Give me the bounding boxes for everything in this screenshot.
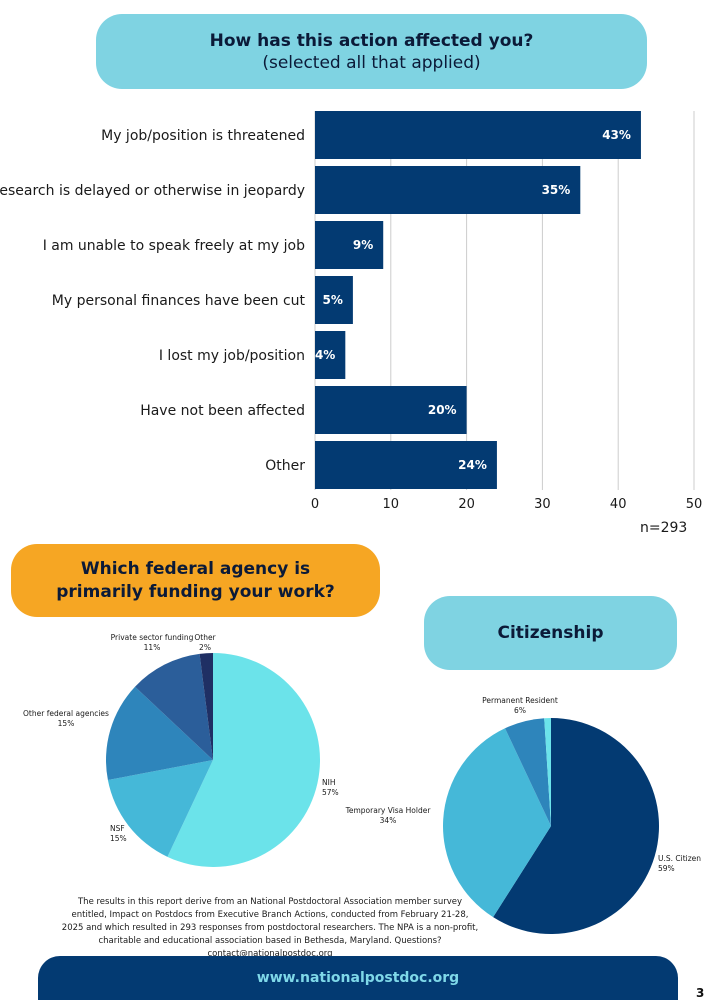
footer-url-link[interactable]: www.nationalpostdoc.org xyxy=(256,970,460,986)
category-label-0: My job/position is threatened xyxy=(101,128,305,144)
x-tick-label-30: 30 xyxy=(534,497,551,512)
citizenship-pie-slice-2 xyxy=(505,718,551,826)
data-label-5: 20% xyxy=(428,403,457,417)
funding-pie-slice-name-2: Other federal agencies xyxy=(23,709,109,718)
footer-email-link[interactable]: contact@nationalpostdoc.org xyxy=(207,949,333,959)
data-label-2: 9% xyxy=(353,238,373,252)
funding-pie-slice-value-1: 15% xyxy=(110,834,127,843)
bar-0 xyxy=(315,111,641,159)
citizenship-pie-slice-value-2: 6% xyxy=(514,706,526,715)
footer-note-text: The results in this report derive from a… xyxy=(61,897,479,946)
data-label-4: 4% xyxy=(315,348,335,362)
sample-size-label: n=293 xyxy=(640,520,688,536)
citizenship-pie-slice-name-1: Temporary Visa Holder xyxy=(345,806,432,815)
footer-survey-note: The results in this report derive from a… xyxy=(60,896,480,961)
bar-6 xyxy=(315,441,497,489)
funding-pie-slice-3 xyxy=(135,653,213,760)
bar-2 xyxy=(315,221,384,269)
page-number: 3 xyxy=(696,986,705,1000)
citizenship-pie-slice-3 xyxy=(544,718,551,826)
category-label-2: I am unable to speak freely at my job xyxy=(43,238,305,254)
funding-pie-slice-2 xyxy=(106,686,213,781)
funding-pie-slice-1 xyxy=(107,760,213,857)
bar-5 xyxy=(315,386,467,434)
funding-pie-slice-name-1: NSF xyxy=(110,824,125,833)
citizenship-pie-slice-name-2: Permanent Resident xyxy=(482,696,558,705)
funding-pie-slice-name-0: NIH xyxy=(322,778,335,787)
funding-pie-slice-value-3: 11% xyxy=(144,643,161,652)
title-funding-agency: Which federal agency is primarily fundin… xyxy=(11,544,380,617)
bar-4 xyxy=(315,331,346,379)
citizenship-pie-slice-name-0: U.S. Citizen xyxy=(658,854,701,863)
data-label-3: 5% xyxy=(323,293,343,307)
title-citizenship: Citizenship xyxy=(424,596,677,670)
citizenship-pie-slice-value-0: 59% xyxy=(658,864,675,873)
category-label-3: My personal finances have been cut xyxy=(52,293,306,309)
title-citizenship-text: Citizenship xyxy=(497,623,604,643)
x-tick-label-20: 20 xyxy=(458,497,475,512)
title-affected: How has this action affected you? (selec… xyxy=(96,14,647,89)
funding-pie-slice-0 xyxy=(167,653,321,867)
category-label-4: I lost my job/position xyxy=(159,348,305,364)
data-label-6: 24% xyxy=(458,458,487,472)
footer-bar: www.nationalpostdoc.org xyxy=(38,956,678,1000)
funding-pie-slice-value-0: 57% xyxy=(322,788,339,797)
data-label-1: 35% xyxy=(542,183,571,197)
title-affected-line2: (selected all that applied) xyxy=(262,52,481,73)
category-label-6: Other xyxy=(265,458,305,474)
x-tick-label-0: 0 xyxy=(311,497,319,512)
title-funding-line2: primarily funding your work? xyxy=(56,581,335,602)
category-label-5: Have not been affected xyxy=(140,403,305,419)
funding-pie-slice-value-4: 2% xyxy=(199,643,211,652)
bar-3 xyxy=(315,276,353,324)
x-tick-label-40: 40 xyxy=(610,497,627,512)
x-tick-label-10: 10 xyxy=(383,497,400,512)
title-affected-line1: How has this action affected you? xyxy=(209,30,534,51)
funding-pie-slice-name-4: Other xyxy=(194,633,216,642)
bar-1 xyxy=(315,166,581,214)
funding-pie-slice-4 xyxy=(199,653,213,760)
title-funding-line1: Which federal agency is xyxy=(80,558,311,579)
citizenship-pie-slice-1 xyxy=(443,728,551,918)
funding-pie-slice-value-2: 15% xyxy=(58,719,75,728)
category-label-1: My research is delayed or otherwise in j… xyxy=(0,183,305,199)
citizenship-pie-slice-0 xyxy=(493,718,659,934)
funding-pie-slice-name-3: Private sector funding xyxy=(111,633,194,642)
x-tick-label-50: 50 xyxy=(686,497,703,512)
data-label-0: 43% xyxy=(602,128,631,142)
citizenship-pie-slice-value-1: 34% xyxy=(380,816,397,825)
